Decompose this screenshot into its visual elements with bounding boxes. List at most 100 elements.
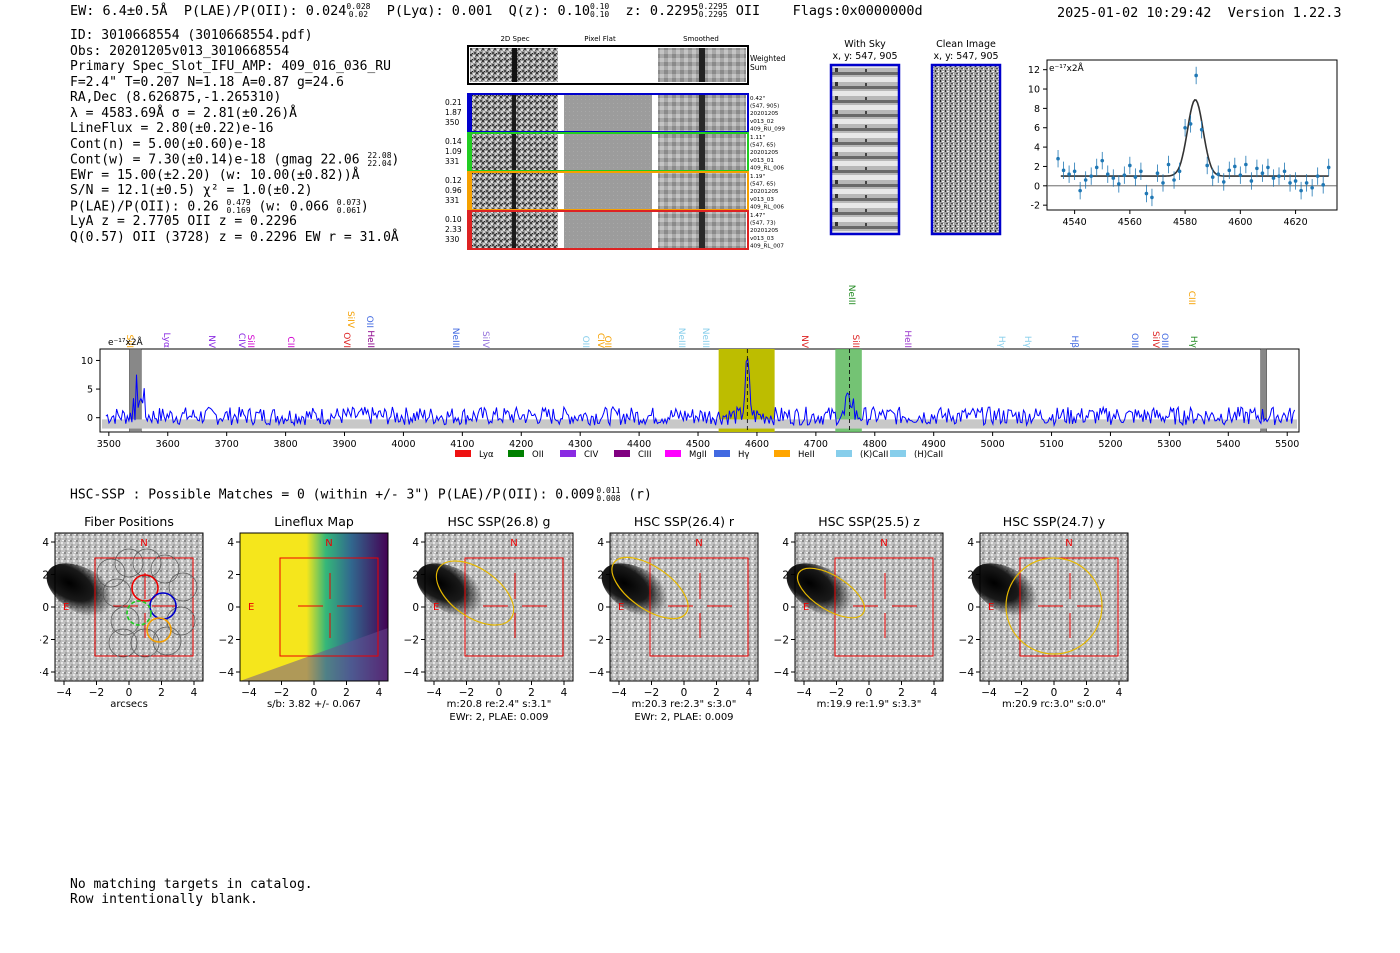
spec-col-title: Smoothed	[683, 35, 719, 43]
spec-row-meta: v013_02	[750, 119, 774, 125]
sky-image-panels: With Sky x, y: 547, 905 Clean Image x, y…	[829, 39, 1002, 236]
zoom-x-tick-label: 4620	[1283, 217, 1307, 228]
legend-swatch	[714, 450, 730, 457]
zoom-data-point	[1194, 73, 1198, 78]
line-label: SiIV	[480, 331, 490, 349]
north-label: N	[880, 538, 887, 549]
spec-row-stat: 0.10	[445, 215, 462, 224]
spec-row-smooth-line	[699, 95, 705, 131]
header-timestamp: 2025-01-02 10:29:42 Version 1.22.3	[1057, 5, 1342, 21]
zoom-x-tick-label: 4540	[1063, 217, 1087, 228]
spec-row-stat: 0.21	[445, 98, 462, 107]
cutout-x-tick-label: 2	[528, 687, 535, 699]
cutout-y-tick-label: −2	[219, 635, 234, 647]
legend-swatch	[665, 450, 681, 457]
cutout-x-tick-label: −4	[981, 687, 997, 699]
east-label: E	[988, 602, 994, 613]
cutout-panel: HSC SSP(24.7) y N E −4 −2 0 2 4 4 2 0 −2 −4 m:20.9 rc…	[959, 514, 1129, 710]
spec-row-line	[512, 95, 516, 131]
cutout-x-tick-label: 0	[496, 687, 503, 699]
zoom-x-tick-label: 4580	[1173, 217, 1197, 228]
cutout-title: HSC SSP(24.7) y	[1003, 514, 1106, 529]
spec-row-stat: 1.87	[445, 108, 462, 117]
spec-row-meta: 1.47"	[750, 213, 765, 219]
zoom-data-point	[1117, 182, 1121, 186]
spec-col-title: Pixel Flat	[584, 35, 616, 43]
zoom-fit-frame	[1046, 59, 1338, 211]
clean-image-title: Clean Image	[936, 39, 996, 50]
cutout-x-tick-label: −2	[89, 687, 104, 699]
zoom-data-point	[1282, 169, 1287, 174]
aperture-ellipse	[796, 567, 866, 619]
zoom-data-point	[1199, 127, 1204, 132]
zoom-data-point	[1216, 172, 1221, 176]
cutout-y-tick-label: −4	[40, 667, 49, 679]
fs-x-tick-label: 4300	[568, 439, 592, 450]
zoom-data-point	[1221, 180, 1226, 184]
cutout-panel: HSC SSP(26.8) g N E −4 −2 0 2 4 4 2 0 −2 −4 m:20.8 re…	[404, 514, 574, 723]
cutout-y-tick-label: −4	[589, 667, 605, 679]
fs-y-tick-label: 10	[81, 356, 93, 367]
fs-x-tick-label: 4200	[509, 439, 533, 450]
fiber-green	[126, 600, 152, 626]
catalog-footer: No matching targets in catalog. Row inten…	[70, 877, 313, 907]
cutout-y-tick-label: 0	[42, 602, 49, 614]
with-sky-title: With Sky	[844, 39, 886, 50]
cutout-y-tick-label: 2	[597, 570, 604, 582]
spec-row-color-tab	[468, 133, 472, 171]
with-sky-image	[829, 63, 901, 236]
masked-region	[129, 348, 142, 433]
line-label: SiII	[124, 334, 134, 348]
spec-row-stat: 331	[445, 157, 460, 166]
info-sn: S/N = 12.1(±0.5) χ² = 1.0(±0.2)	[70, 183, 313, 198]
line-label: NV	[206, 335, 216, 349]
zoom-data-point	[1094, 165, 1099, 170]
zoom-y-tick-label: 2	[1034, 162, 1040, 173]
zoom-x-tick-label: 4560	[1118, 217, 1142, 228]
line-label: Hβ	[1069, 335, 1079, 348]
cutout-x-tick-label: −4	[796, 687, 812, 699]
flags-value: Flags:0x0000000d	[792, 3, 923, 19]
legend-label: MgII	[689, 450, 707, 460]
spec-row-color-tab	[468, 211, 472, 249]
fs-x-tick-label: 5000	[981, 439, 1005, 450]
cutout-group: Fiber Positions N E −4 −2 0 2 4 4 2 0 −2 −4 arcsecs Li…	[40, 514, 1129, 723]
zoom-data-point	[1128, 163, 1132, 168]
spec-row-stat: 1.09	[445, 147, 462, 156]
north-label: N	[325, 538, 332, 549]
line-label: SiII	[850, 334, 860, 348]
z-line: OII	[735, 3, 761, 19]
cutout-y-tick-label: −2	[959, 635, 974, 647]
legend-swatch	[560, 450, 576, 457]
zoom-data-point	[1210, 175, 1215, 179]
line-label: NeIII	[450, 328, 460, 348]
info-lineflux: LineFlux = 2.80(±0.22)e-16	[70, 121, 274, 136]
zoom-fit-unit: e⁻¹⁷x2Å	[1049, 62, 1085, 74]
cutout-x-tick-label: −4	[56, 687, 72, 699]
cutout-panels: Fiber Positions N E −4 −2 0 2 4 4 2 0 −2 −4 arcsecs Li…	[40, 514, 1129, 723]
legend-label: Lyα	[479, 450, 494, 460]
cutout-x-tick-label: −2	[644, 687, 659, 699]
spec-row-smooth-line	[699, 173, 705, 209]
spec-row-stat: 0.12	[445, 176, 462, 185]
info-contw: Cont(w) = 7.30(±0.14)e-18 (gmag 22.06 22…	[70, 151, 400, 168]
north-label: N	[510, 538, 517, 549]
fiber-red	[131, 574, 159, 602]
legend-swatch	[774, 450, 790, 457]
fs-x-tick-label: 4700	[804, 439, 828, 450]
fiber-circle	[130, 628, 160, 658]
spec-row-stat: 331	[445, 196, 460, 205]
spec-row-line	[512, 134, 516, 170]
line-label: OIII	[1129, 333, 1139, 348]
cutout-caption: m:19.9 re:1.9" s:3.3"	[817, 699, 922, 710]
line-label: Hγ	[1188, 336, 1198, 349]
spec-row-meta: (547, 65)	[750, 182, 776, 188]
cutout-x-tick-label: 0	[866, 687, 873, 699]
cutout-y-tick-label: 4	[42, 537, 49, 549]
zoom-data-point	[1078, 188, 1082, 193]
weighted-sum-line	[512, 48, 517, 82]
zoom-y-tick-label: 10	[1028, 85, 1040, 96]
noise-band	[102, 419, 1297, 429]
